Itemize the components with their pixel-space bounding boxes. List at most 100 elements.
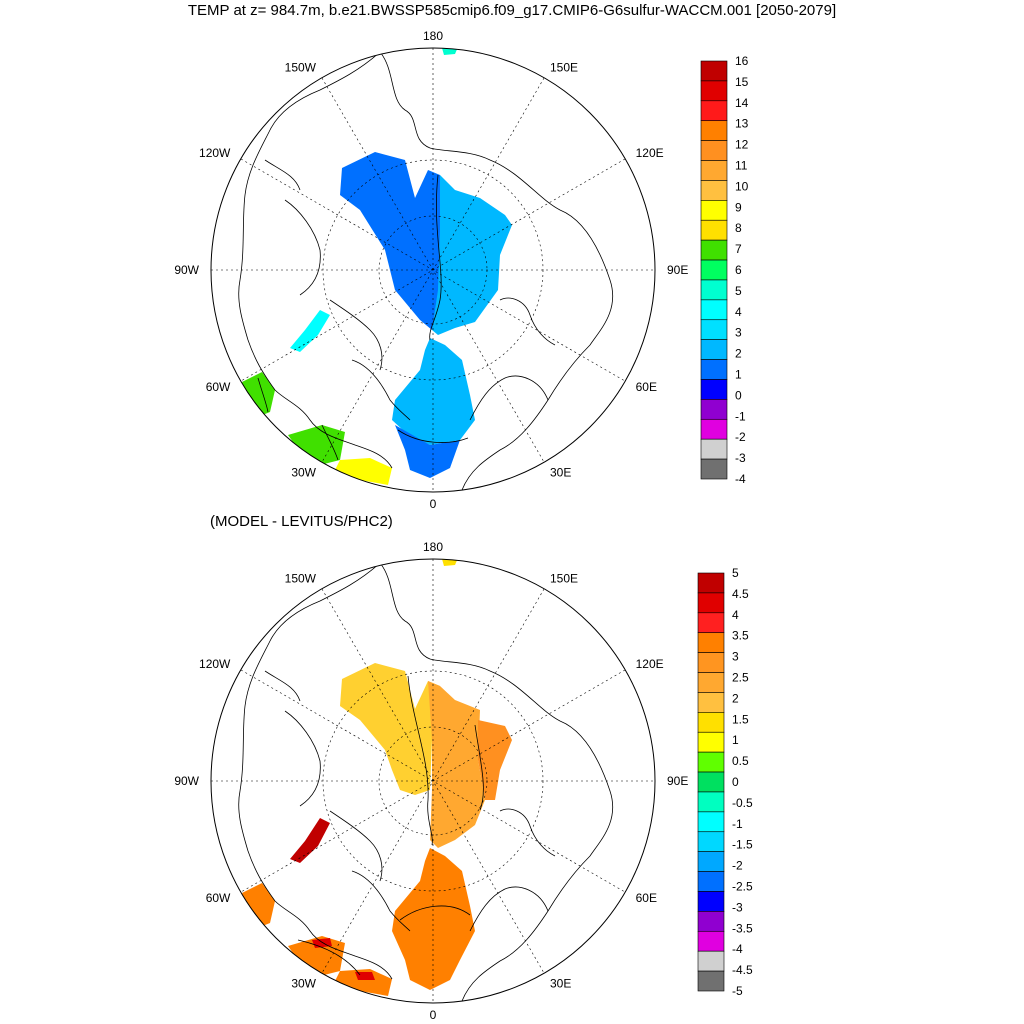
bottom-colorbar-label: 2 [732, 691, 739, 705]
top-colorbar-label: 14 [735, 96, 749, 110]
top-colorbar-swatch [700, 219, 728, 241]
bottom-colorbar-swatch [697, 811, 725, 833]
top-region-nordic-seas [392, 338, 475, 445]
bottom-colorbar-label: 1 [732, 733, 739, 747]
top-lon-label: 90W [174, 263, 199, 277]
top-colorbar-swatch [700, 100, 728, 122]
bottom-lon-label: 180 [423, 540, 443, 554]
bottom-lon-label: 60E [636, 891, 657, 905]
top-colorbar-label: 1 [735, 368, 742, 382]
top-colorbar-swatch [700, 200, 728, 221]
top-lon-label: 120E [636, 146, 664, 160]
bottom-colorbar-label: -0.5 [732, 796, 753, 810]
top-colorbar-swatch [700, 438, 728, 460]
top-colorbar-label: 3 [735, 326, 742, 340]
bottom-colorbar-label: 3 [732, 650, 739, 664]
bottom-colorbar-swatch [697, 911, 725, 932]
top-colorbar-swatch [700, 239, 728, 261]
bottom-panel-subtitle: (MODEL - LEVITUS/PHC2) [210, 513, 393, 530]
bottom-colorbar-label: 5 [732, 566, 739, 580]
top-region-iceland-basin [335, 458, 392, 485]
top-colorbar-label: -1 [735, 409, 746, 423]
bottom-colorbar-label: 4 [732, 608, 739, 622]
bottom-colorbar-label: 0 [732, 775, 739, 789]
top-colorbar-swatch [700, 299, 728, 321]
bottom-lon-label: 150E [550, 571, 578, 585]
top-colorbar-swatch [700, 379, 728, 400]
bottom-colorbar-swatch [697, 572, 725, 594]
bottom-longitude-labels: 180 150E 120E 90E 60E 30E 0 30W 60W 90W 120W 150W [174, 540, 688, 1022]
top-colorbar-label: 7 [735, 242, 742, 256]
bottom-polar-map: 180 150E 120E 90E 60E 30E 0 30W 60W 90W 120W 150W [174, 540, 688, 1022]
bottom-region-iceland-hot [355, 972, 375, 980]
bottom-colorbar-swatch [697, 692, 725, 713]
top-colorbar-swatch [700, 60, 728, 82]
bottom-colorbar-swatch [697, 632, 725, 653]
top-colorbar-label: 8 [735, 221, 742, 235]
top-colorbar-swatch [700, 80, 728, 102]
bottom-region-nordic-seas [392, 848, 475, 990]
bottom-colorbar-label: -4 [732, 942, 743, 956]
bottom-colorbar-label: -1.5 [732, 838, 753, 852]
bottom-region-eurasian-basin [428, 681, 485, 848]
bottom-colorbar-swatch [697, 950, 725, 972]
top-colorbar-label: 16 [735, 54, 749, 68]
top-lon-label: 60W [206, 380, 231, 394]
bottom-lon-label: 30W [291, 977, 316, 991]
bottom-colorbar-swatch [697, 731, 725, 753]
bottom-colorbar-label: 0.5 [732, 754, 749, 768]
top-region-canada-basin [340, 152, 445, 330]
top-region-baffin-bay [290, 310, 330, 352]
bottom-region-iceland-basin [335, 969, 392, 996]
bottom-colorbar-label: 2.5 [732, 671, 749, 685]
top-colorbar-label: 2 [735, 347, 742, 361]
top-colorbar-swatch [700, 399, 728, 420]
bottom-colorbar-swatch [697, 592, 725, 614]
bottom-lon-label: 0 [430, 1008, 437, 1022]
top-longitude-labels: 180 150E 120E 90E 60E 30E 0 30W 60W 90W 120W 150W [174, 29, 688, 511]
bottom-lon-label: 60W [206, 891, 231, 905]
top-colorbar-swatch [700, 359, 728, 380]
bottom-colorbar-swatch [697, 930, 725, 952]
bottom-colorbar-swatch [697, 612, 725, 634]
top-lon-label: 30E [550, 466, 571, 480]
bottom-colorbar-label: -4.5 [732, 963, 753, 977]
top-lon-label: 120W [199, 146, 231, 160]
top-lon-label: 150W [285, 60, 317, 74]
bottom-colorbar-swatch [697, 672, 725, 693]
top-colorbar-swatch [700, 279, 728, 301]
top-lon-label: 0 [430, 497, 437, 511]
top-colorbar-swatch [700, 259, 728, 281]
top-colorbar-label: 12 [735, 138, 749, 152]
bottom-lon-label: 30E [550, 977, 571, 991]
top-colorbar-label: -2 [735, 430, 746, 444]
top-colorbar-label: 4 [735, 305, 742, 319]
top-colorbar-swatch [700, 418, 728, 440]
bottom-region-baffin-bay [290, 818, 330, 863]
top-colorbar-swatch [700, 180, 728, 201]
top-colorbar-label: -3 [735, 451, 746, 465]
bottom-colorbar-label: -2 [732, 859, 743, 873]
bottom-colorbar-label: -5 [732, 984, 743, 998]
top-lon-label: 180 [423, 29, 443, 43]
bottom-lon-label: 150W [285, 571, 317, 585]
bottom-colorbar-label: 3.5 [732, 629, 749, 643]
bottom-colorbar-swatch [697, 871, 725, 892]
bottom-colorbar-swatch [697, 970, 725, 992]
top-colorbar-label: 15 [735, 75, 749, 89]
bottom-colorbar-swatch [697, 791, 725, 813]
top-colorbar-label: 13 [735, 117, 749, 131]
top-lon-label: 60E [636, 380, 657, 394]
top-region-norwegian-south [395, 425, 460, 478]
top-lon-label: 30W [291, 466, 316, 480]
bottom-colorbar: 5 4.5 4 3.5 3 2.5 2 1.5 1 0.5 0 -0.5 -1 -1.5 -2 -2.5 -3 -… [697, 566, 753, 998]
top-colorbar-swatch [700, 458, 728, 480]
bottom-colorbar-swatch [697, 751, 725, 773]
bottom-colorbar-label: 1.5 [732, 712, 749, 726]
bottom-lon-label: 90E [667, 774, 688, 788]
top-colorbar-swatch [700, 120, 728, 141]
top-colorbar-label: 11 [735, 159, 748, 173]
bottom-colorbar-swatch [697, 771, 725, 793]
